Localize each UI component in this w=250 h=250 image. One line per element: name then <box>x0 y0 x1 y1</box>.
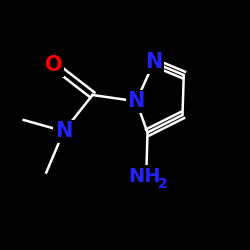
Text: N: N <box>55 121 72 141</box>
Text: 2: 2 <box>158 177 167 191</box>
Text: N: N <box>145 52 162 72</box>
Text: NH: NH <box>129 167 161 186</box>
Text: O: O <box>45 55 62 75</box>
Text: N: N <box>128 91 145 111</box>
